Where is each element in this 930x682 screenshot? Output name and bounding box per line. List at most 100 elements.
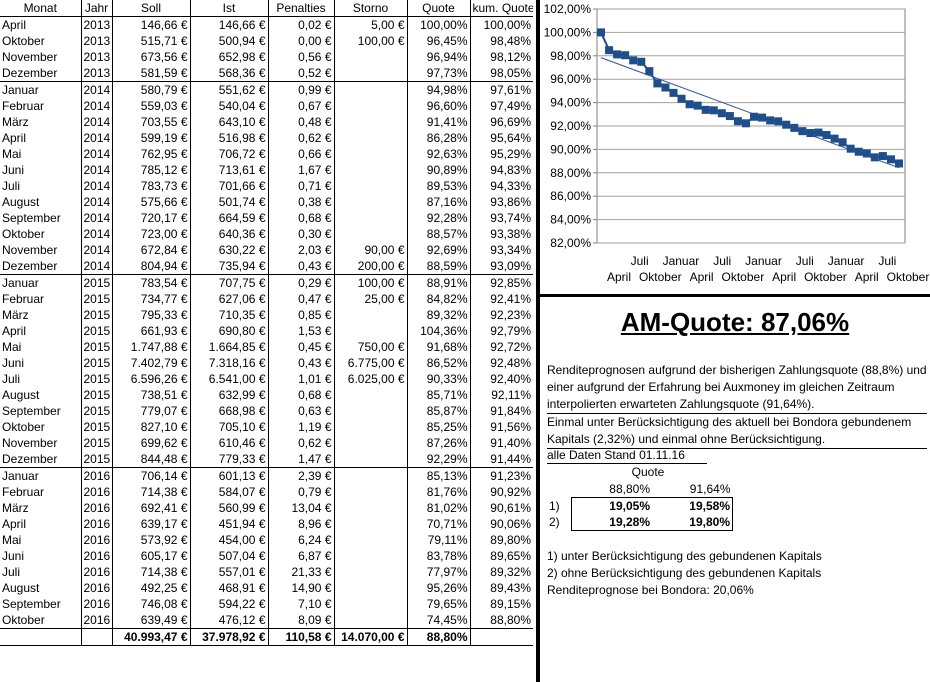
- table-cell: 6.775,00 €: [333, 355, 407, 371]
- table-row: August 2016 492,25 €468,91 €14,90 € 95,26% 8…: [0, 580, 533, 596]
- data-point: [653, 79, 662, 88]
- table-cell: 97,73%: [406, 65, 470, 82]
- table-row: Juni 2014 785,12 €713,61 €1,67 € 90,89% 94,8…: [0, 162, 533, 178]
- table-cell: 2015: [80, 291, 112, 307]
- data-point: [822, 131, 831, 140]
- table-cell: 2015: [80, 274, 112, 291]
- table-cell: 551,62 €: [189, 81, 268, 98]
- table-cell: 2,03 €: [267, 242, 334, 258]
- table-cell: 557,01 €: [189, 564, 268, 580]
- table-cell: 703,55 €: [111, 114, 190, 130]
- table-cell: Mai: [2, 147, 22, 161]
- total-cell: [80, 628, 112, 646]
- table-cell: April: [2, 324, 27, 338]
- table-cell: 581,59 €: [111, 65, 190, 82]
- y-tick-label: 88,00%: [550, 166, 591, 180]
- table-row: November 2015 699,62 €610,46 €0,62 € 87,26%…: [0, 435, 533, 451]
- table-row: Januar 2014 580,79 €551,62 €0,99 € 94,98% 97…: [0, 81, 533, 98]
- table-cell: 77,97%: [406, 564, 470, 580]
- table-cell: 2014: [80, 226, 112, 242]
- table-cell: 610,46 €: [189, 435, 268, 451]
- x-tick-label: April: [607, 270, 631, 284]
- vertical-divider: [536, 0, 540, 682]
- table-cell: 2016: [80, 580, 112, 596]
- table-header-row: Monat Jahr Soll Ist Penalties Storno Quote kum.…: [0, 0, 533, 17]
- table-cell: Juli: [2, 565, 21, 579]
- capital-description: Einmal unter Berücksichtigung des aktuel…: [547, 413, 927, 449]
- table-cell: November: [2, 243, 58, 257]
- quote-col-2: 91,64%: [689, 482, 731, 496]
- table-cell: 100,00%: [469, 16, 533, 33]
- table-cell: 6.025,00 €: [333, 371, 407, 387]
- table-row: Januar 2016 706,14 €601,13 €2,39 € 85,13% 91…: [0, 467, 533, 484]
- table-cell: 692,41 €: [111, 500, 190, 516]
- x-tick-label: Oktober: [804, 270, 847, 284]
- column-header: kum. Quote: [469, 0, 533, 17]
- table-cell: 90,00 €: [333, 242, 407, 258]
- table-cell: 0,02 €: [267, 16, 334, 33]
- table-cell: 94,83%: [469, 162, 533, 178]
- y-tick-label: 86,00%: [550, 189, 591, 203]
- table-cell: 90,33%: [406, 371, 470, 387]
- table-cell: 0,79 €: [267, 484, 334, 500]
- table-row: Dezember 2015 844,48 €779,33 €1,47 € 92,29%…: [0, 451, 533, 468]
- table-cell: [333, 612, 407, 629]
- table-cell: 94,33%: [469, 178, 533, 194]
- table-cell: 1,67 €: [267, 162, 334, 178]
- table-cell: 507,04 €: [189, 548, 268, 564]
- table-cell: 91,44%: [469, 451, 533, 468]
- table-cell: 568,36 €: [189, 65, 268, 82]
- column-header: Jahr: [80, 0, 112, 17]
- table-cell: Februar: [2, 292, 45, 306]
- table-cell: 89,32%: [469, 564, 533, 580]
- quote-header: Quote: [631, 465, 665, 479]
- table-cell: 91,41%: [406, 114, 470, 130]
- table-cell: 91,68%: [406, 339, 470, 355]
- table-row: Oktober 2015 827,10 €705,10 €1,19 € 85,25% 9…: [0, 419, 533, 435]
- table-cell: [333, 500, 407, 516]
- table-cell: 580,79 €: [111, 81, 190, 98]
- table-cell: [333, 81, 407, 98]
- table-row: November 2014 672,84 €630,22 €2,03 €90,00 …: [0, 242, 533, 258]
- table-cell: 100,00 €: [333, 274, 407, 291]
- table-cell: 96,60%: [406, 98, 470, 114]
- table-cell: 713,61 €: [189, 162, 268, 178]
- table-cell: 81,76%: [406, 484, 470, 500]
- data-point: [870, 153, 879, 162]
- table-cell: 146,66 €: [189, 16, 268, 33]
- table-cell: 706,14 €: [111, 467, 190, 484]
- table-cell: 91,56%: [469, 419, 533, 435]
- table-cell: [333, 596, 407, 612]
- data-point: [677, 94, 686, 103]
- return-forecast-table: 88,80% 91,64% 1) 19,05% 19,58% 2) 19,28%…: [547, 481, 733, 531]
- table-cell: 81,02%: [406, 500, 470, 516]
- total-cell: 88,80%: [406, 628, 470, 646]
- table-row: August 2014 575,66 €501,74 €0,38 € 87,16% 93…: [0, 194, 533, 210]
- table-cell: Mai: [2, 340, 22, 354]
- table-cell: [333, 435, 407, 451]
- table-cell: 2013: [80, 65, 112, 82]
- table-cell: 88,91%: [406, 274, 470, 291]
- payment-table: Monat Jahr Soll Ist Penalties Storno Quote kum.…: [0, 0, 533, 646]
- table-cell: 690,80 €: [189, 323, 268, 339]
- table-row: Juli 2016 714,38 €557,01 €21,33 € 77,97% 89,…: [0, 564, 533, 580]
- table-cell: April: [2, 18, 27, 32]
- data-point: [693, 101, 702, 110]
- table-row: April 2016 639,17 €451,94 €8,96 € 70,71% 90,…: [0, 516, 533, 532]
- data-point: [798, 127, 807, 136]
- table-cell: 0,62 €: [267, 130, 334, 146]
- forecast-description: Renditeprognosen aufgrund der bisherigen…: [547, 363, 927, 411]
- table-cell: 584,07 €: [189, 484, 268, 500]
- table-cell: 90,89%: [406, 162, 470, 178]
- table-cell: 627,06 €: [189, 291, 268, 307]
- table-cell: 1,01 €: [267, 371, 334, 387]
- table-cell: 705,10 €: [189, 419, 268, 435]
- data-point: [814, 128, 823, 137]
- table-cell: 8,09 €: [267, 612, 334, 629]
- table-cell: 476,12 €: [189, 612, 268, 629]
- column-header: Monat: [0, 0, 81, 17]
- total-cell: 37.978,92 €: [189, 628, 268, 646]
- table-cell: August: [2, 388, 40, 402]
- table-cell: Februar: [2, 485, 45, 499]
- table-cell: 90,06%: [469, 516, 533, 532]
